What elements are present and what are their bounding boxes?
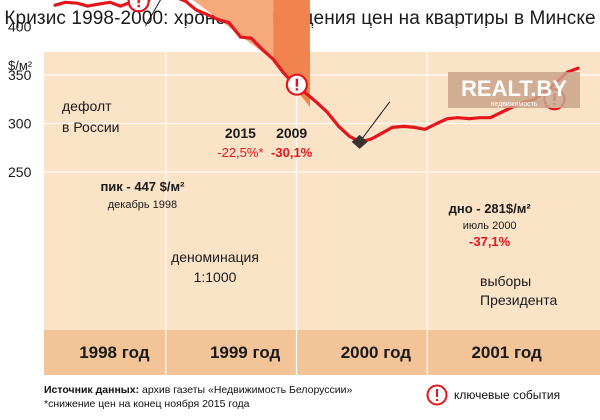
key-event-marker <box>285 73 308 96</box>
data-point <box>282 71 286 75</box>
y-axis-label: $/м² <box>8 58 33 73</box>
data-point <box>456 116 459 119</box>
event-label-denomination: 1:1000 <box>194 269 237 285</box>
peak-label: пик - 447 $/м² <box>100 179 185 194</box>
data-point <box>370 137 373 141</box>
data-point <box>195 8 198 12</box>
peak-leader <box>145 0 162 27</box>
key-event-bar <box>137 0 140 4</box>
data-point <box>119 4 122 8</box>
bottom-marker <box>351 134 368 149</box>
data-point <box>423 128 427 131</box>
shade-2015-fill <box>194 0 274 60</box>
data-point <box>249 36 253 40</box>
key-event-icon <box>426 384 448 406</box>
source-line: Источник данных: архив газеты «Недвижимо… <box>44 383 352 397</box>
data-point <box>76 2 79 5</box>
data-point <box>413 126 416 129</box>
bottom-date: июль 2000 <box>463 220 517 232</box>
source-prefix: Источник данных: <box>44 384 140 396</box>
year-label: 2001 год <box>471 343 542 362</box>
y-tick-label: 250 <box>8 164 32 180</box>
data-point <box>227 21 231 24</box>
label-2009-change: -30,1% <box>271 145 313 160</box>
year-label: 2000 год <box>341 343 412 362</box>
legend-label: ключевые события <box>454 388 561 402</box>
legend: ключевые события <box>426 383 560 407</box>
data-point <box>179 0 182 1</box>
data-point <box>478 116 482 119</box>
event-label-denomination: деноминация <box>171 249 259 265</box>
data-point <box>380 132 384 135</box>
data-point <box>489 116 492 119</box>
data-point <box>53 3 57 7</box>
data-point <box>391 126 394 129</box>
source-note: *снижение цен на конец ноября 2015 года <box>44 398 250 410</box>
data-point <box>315 100 318 104</box>
y-tick-label: 350 <box>8 67 32 83</box>
data-point <box>304 92 308 95</box>
event-label-default: дефолт <box>62 98 112 114</box>
data-point <box>86 4 89 8</box>
data-point <box>325 110 329 114</box>
data-point <box>206 13 210 17</box>
bottom-label: дно - 281$/м² <box>449 201 532 216</box>
data-point <box>446 117 449 120</box>
y-tick-label: 300 <box>8 116 32 132</box>
data-point <box>435 122 438 125</box>
event-label-default: в России <box>62 119 119 135</box>
source-block: Источник данных: архив газеты «Недвижимо… <box>44 383 352 411</box>
event-label-elections: выборы <box>480 273 531 289</box>
data-point <box>500 110 504 114</box>
data-point <box>337 125 340 128</box>
data-point <box>272 58 275 61</box>
source-text: архив газеты «Недвижимость Белоруссии» <box>139 384 353 396</box>
label-2015-year: 2015 <box>225 125 256 141</box>
logo-text: REALT.BY <box>461 76 567 101</box>
data-point <box>64 1 67 4</box>
logo-background <box>448 72 580 108</box>
y-tick-label: 400 <box>8 19 32 35</box>
data-point <box>239 35 242 39</box>
key-event-dot <box>295 88 299 91</box>
data-point <box>576 67 580 70</box>
label-2015-change: -22,5%* <box>217 145 263 160</box>
event-label-elections: Президента <box>480 292 558 308</box>
data-point <box>402 125 406 128</box>
label-2009-year: 2009 <box>276 125 307 141</box>
data-point <box>260 47 263 51</box>
data-point <box>108 1 112 4</box>
peak-date: декабрь 1998 <box>108 199 177 211</box>
year-label: 1998 год <box>79 343 150 362</box>
data-point <box>96 2 100 6</box>
data-point <box>468 117 471 120</box>
data-point <box>217 18 220 21</box>
data-point <box>184 0 187 3</box>
bottom-leader <box>362 101 391 139</box>
key-event-bar <box>295 78 299 87</box>
data-point <box>347 134 351 138</box>
key-event-dot <box>137 4 140 8</box>
logo-subtext: недвижимость <box>491 101 538 108</box>
year-label: 1999 год <box>210 343 281 362</box>
key-event-marker <box>127 0 150 13</box>
bottom-change: -37,1% <box>469 234 511 249</box>
year-band <box>44 330 600 375</box>
